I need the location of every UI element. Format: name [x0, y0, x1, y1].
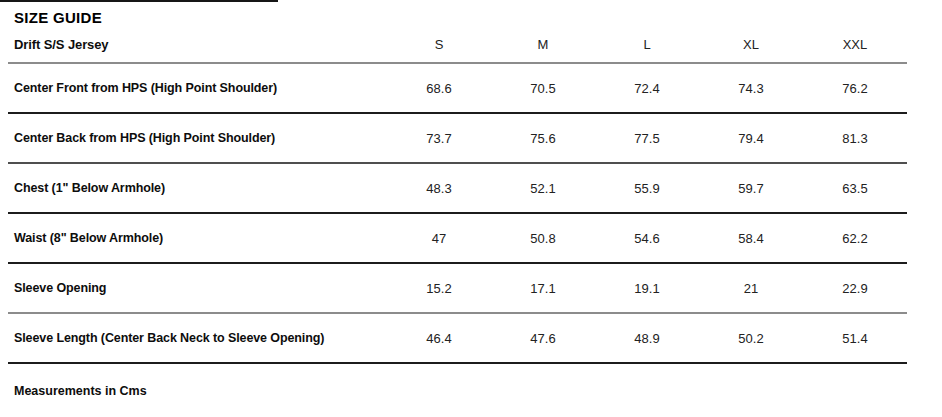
measurement-value: 72.4 [595, 81, 699, 96]
page-title: SIZE GUIDE [14, 9, 907, 26]
table-row: Sleeve Opening15.217.119.12122.9 [8, 264, 907, 314]
measurement-value: 48.9 [595, 331, 699, 346]
measurement-value: 74.3 [699, 81, 803, 96]
units-footnote: Measurements in Cms [8, 384, 147, 398]
row-label: Center Front from HPS (High Point Should… [8, 81, 387, 95]
measurement-value: 47 [387, 231, 491, 246]
measurement-value: 19.1 [595, 281, 699, 296]
row-label: Center Back from HPS (High Point Shoulde… [8, 131, 387, 145]
size-column-header: M [491, 37, 595, 52]
measurement-value: 63.5 [803, 181, 907, 196]
measurement-value: 22.9 [803, 281, 907, 296]
size-column-header: XXL [803, 37, 907, 52]
measurement-value: 50.2 [699, 331, 803, 346]
measurement-value: 55.9 [595, 181, 699, 196]
measurement-value: 77.5 [595, 131, 699, 146]
measurement-value: 70.5 [491, 81, 595, 96]
size-column-header: XL [699, 37, 803, 52]
measurement-value: 21 [699, 281, 803, 296]
measurement-value: 50.8 [491, 231, 595, 246]
product-name: Drift S/S Jersey [8, 37, 387, 52]
row-label: Sleeve Opening [8, 281, 387, 295]
row-label: Chest (1" Below Armhole) [8, 181, 387, 195]
table-header-row: Drift S/S Jersey SMLXLXXL [8, 26, 907, 64]
size-guide-table: SIZE GUIDE Drift S/S Jersey SMLXLXXL Cen… [8, 0, 907, 417]
table-row: Center Back from HPS (High Point Shoulde… [8, 114, 907, 164]
measurement-value: 81.3 [803, 131, 907, 146]
measurement-value: 62.2 [803, 231, 907, 246]
table-footer-row: Measurements in Cms [8, 364, 907, 417]
measurement-value: 58.4 [699, 231, 803, 246]
size-column-header: S [387, 37, 491, 52]
measurement-value: 73.7 [387, 131, 491, 146]
table-row: Waist (8" Below Armhole)4750.854.658.462… [8, 214, 907, 264]
row-label: Sleeve Length (Center Back Neck to Sleev… [8, 331, 387, 345]
measurement-value: 51.4 [803, 331, 907, 346]
table-row: Sleeve Length (Center Back Neck to Sleev… [8, 314, 907, 364]
table-row: Center Front from HPS (High Point Should… [8, 64, 907, 114]
row-label: Waist (8" Below Armhole) [8, 231, 387, 245]
size-table-body: Center Front from HPS (High Point Should… [8, 64, 907, 364]
measurement-value: 75.6 [491, 131, 595, 146]
table-row: Chest (1" Below Armhole)48.352.155.959.7… [8, 164, 907, 214]
measurement-value: 48.3 [387, 181, 491, 196]
measurement-value: 68.6 [387, 81, 491, 96]
measurement-value: 76.2 [803, 81, 907, 96]
measurement-value: 79.4 [699, 131, 803, 146]
measurement-value: 59.7 [699, 181, 803, 196]
measurement-value: 15.2 [387, 281, 491, 296]
measurement-value: 47.6 [491, 331, 595, 346]
size-column-header: L [595, 37, 699, 52]
measurement-value: 17.1 [491, 281, 595, 296]
measurement-value: 52.1 [491, 181, 595, 196]
measurement-value: 46.4 [387, 331, 491, 346]
measurement-value: 54.6 [595, 231, 699, 246]
size-guide-page: { "page": { "title": "SIZE GUIDE", "prod… [0, 0, 942, 417]
